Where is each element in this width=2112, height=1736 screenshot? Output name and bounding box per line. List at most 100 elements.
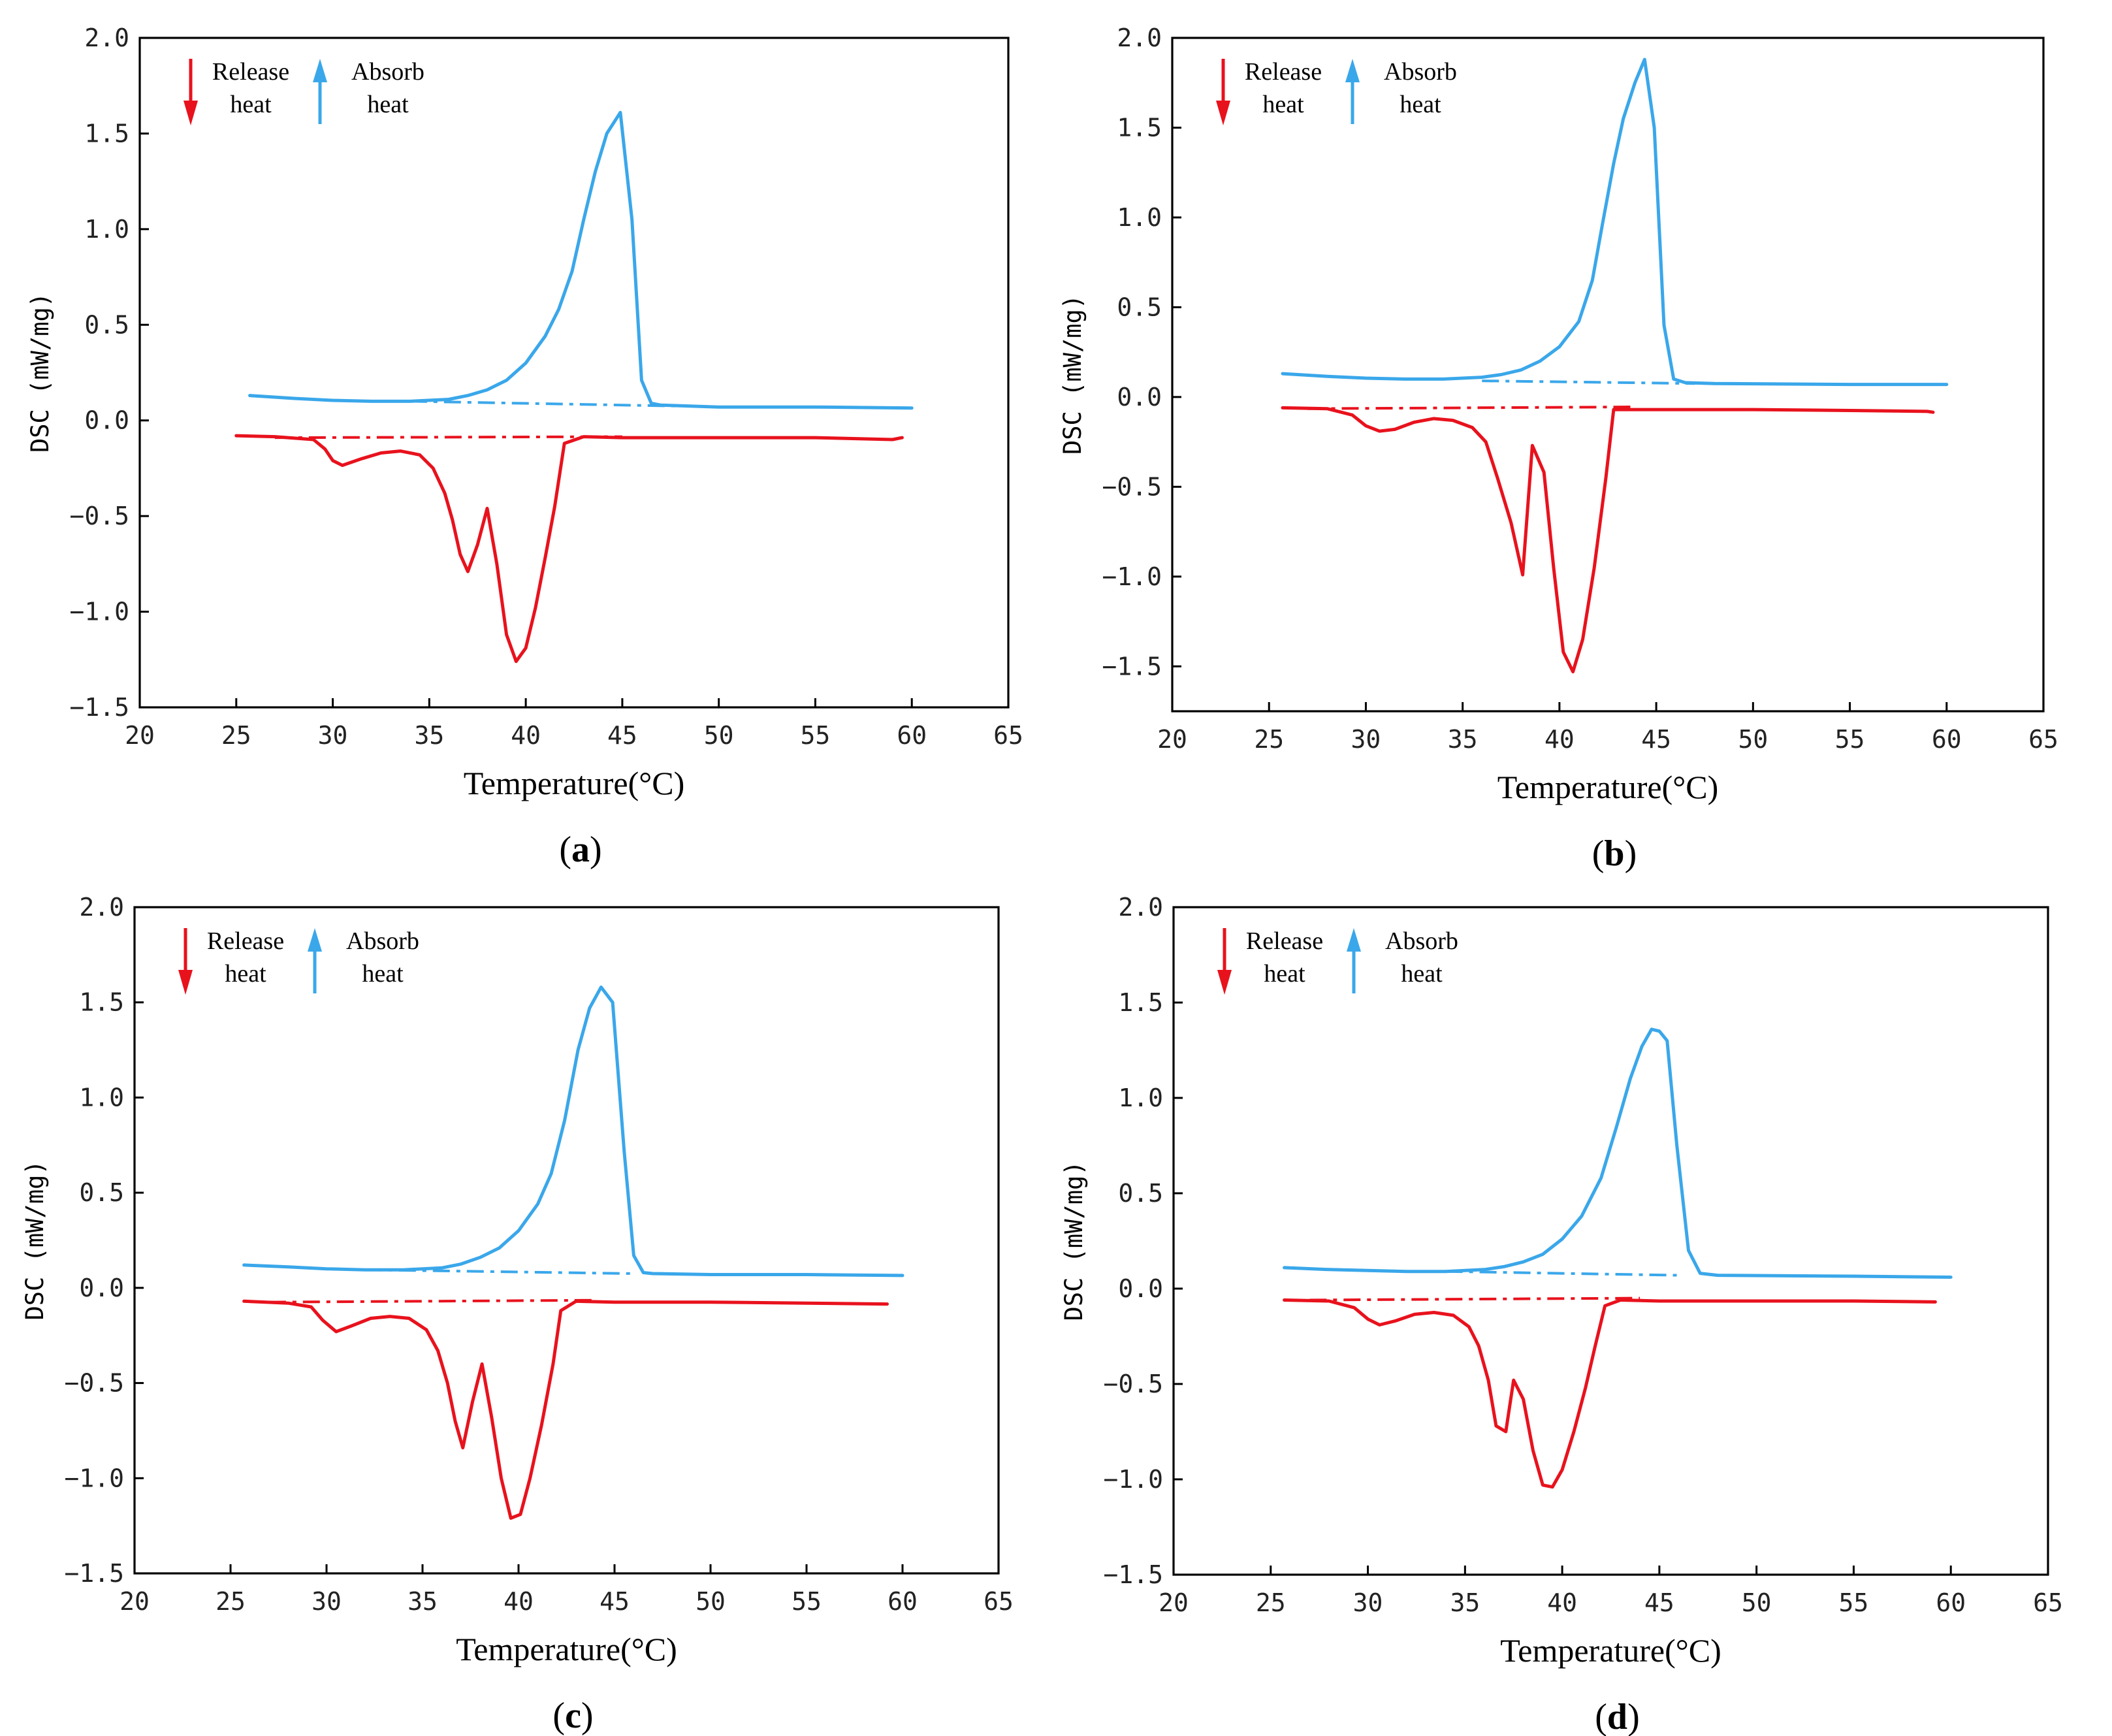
y-tick-label: 0.5 [79, 1178, 124, 1207]
y-tick-label: 0.5 [1118, 1179, 1163, 1208]
chart-panel-a: 20 25 30 35 40 45 50 55 60 65 −1.5 −1.0 −0.5 0.0 0.5 1.… [0, 0, 1056, 870]
y-tick-label: 0.0 [79, 1274, 124, 1302]
y-tick-label: 0.0 [84, 406, 129, 435]
x-tick-label: 25 [1256, 1588, 1286, 1617]
series-release-heat [234, 434, 904, 664]
series-release-heat [242, 1299, 889, 1520]
legend-absorb-label: Absorb [346, 927, 419, 955]
series-absorb-baseline [409, 400, 680, 408]
chart-svg-a: 20 25 30 35 40 45 50 55 60 65 −1.5 −1.0 −0.5 0.0 0.5 1.… [26, 24, 1023, 870]
y-tick-label: −0.5 [64, 1369, 124, 1398]
plot-frame [138, 37, 1010, 709]
x-axis-title: Temperature(°C) [464, 765, 685, 801]
y-tick-label: 0.0 [1118, 1274, 1163, 1303]
x-tick-label: 35 [414, 721, 444, 750]
legend-release-heat: heat [230, 91, 272, 118]
legend-absorb-heat: heat [362, 960, 404, 988]
panel-label: (d) [1595, 1697, 1639, 1736]
x-tick-label: 65 [984, 1587, 1014, 1616]
x-tick-label: 25 [221, 721, 251, 750]
chart-panel-d: 20 25 30 35 40 45 50 55 60 65 −1.5 −1.0 −0.5 0.0 0.5 1.… [1056, 868, 2112, 1736]
x-tick-label: 65 [993, 721, 1023, 750]
y-tick-label: 1.5 [1117, 113, 1162, 142]
x-tick-label: 35 [1448, 725, 1478, 754]
x-tick-label: 60 [888, 1587, 918, 1616]
legend-release-label: Release [1245, 58, 1322, 86]
x-tick-label: 20 [1159, 1588, 1189, 1617]
panel-label-open: ( [552, 1696, 565, 1736]
series-absorb-baseline [1482, 379, 1695, 385]
y-axis-title: DSC (mW/mg) [26, 293, 54, 453]
x-tick-label: 55 [1839, 1588, 1869, 1617]
x-tick-label: 50 [1738, 725, 1768, 754]
x-tick-label: 65 [2033, 1588, 2063, 1617]
x-tick-label: 30 [1351, 725, 1381, 754]
legend-release-heat: heat [1262, 91, 1304, 118]
x-tick-label: 55 [792, 1587, 822, 1616]
x-axis-title: Temperature(°C) [1497, 769, 1719, 805]
series-release-baseline [1307, 406, 1637, 410]
panel-label-open: ( [559, 829, 571, 870]
chart-panel-c: 20 25 30 35 40 45 50 55 60 65 −1.5 −1.0 −0.5 0.0 0.5 1.… [0, 868, 1056, 1736]
y-tick-label: −1.5 [1103, 1560, 1163, 1589]
legend-release-label: Release [207, 927, 284, 955]
x-axis-title: Temperature(°C) [1500, 1632, 1721, 1669]
y-tick-label: 1.0 [1118, 1084, 1163, 1112]
y-axis-title: DSC (mW/mg) [21, 1160, 49, 1320]
x-tick-label: 45 [600, 1587, 630, 1616]
chart-svg-c: 20 25 30 35 40 45 50 55 60 65 −1.5 −1.0 −0.5 0.0 0.5 1.… [21, 893, 1014, 1736]
x-tick-label: 20 [120, 1587, 150, 1616]
legend-release-label: Release [1246, 927, 1323, 955]
y-tick-label: 1.0 [79, 1083, 124, 1112]
x-tick-label: 45 [1644, 1588, 1674, 1617]
plot-frame [133, 906, 1000, 1575]
y-tick-label: 1.0 [1117, 203, 1162, 232]
panel-label: (a) [559, 829, 601, 870]
series-absorb-heat [1283, 1027, 1953, 1279]
x-tick-label: 40 [1547, 1588, 1577, 1617]
x-tick-label: 60 [1936, 1588, 1966, 1617]
legend-release-label: Release [212, 58, 289, 86]
x-tick-label: 40 [511, 721, 541, 750]
chart-panel-b: 20 25 30 35 40 45 50 55 60 65 −1.5 −1.0 −0.5 0.0 0.5 1.… [1056, 0, 2112, 874]
y-tick-label: −1.0 [1103, 1465, 1163, 1494]
series-release-baseline [268, 1298, 596, 1304]
series-absorb-heat [242, 985, 904, 1278]
x-tick-label: 65 [2028, 725, 2058, 754]
y-tick-label: 0.5 [1117, 293, 1162, 321]
series-release-baseline [1309, 1296, 1640, 1302]
y-tick-label: −1.5 [64, 1559, 124, 1588]
release-arrow-down-icon [1217, 970, 1232, 995]
x-tick-label: 50 [704, 721, 734, 750]
absorb-arrow-up-icon [308, 928, 322, 952]
y-tick-label: −1.0 [1102, 562, 1162, 591]
legend-absorb-heat: heat [1401, 960, 1443, 988]
legend-absorb-label: Absorb [1385, 927, 1458, 955]
legend-absorb-label: Absorb [1384, 58, 1457, 86]
plot-frame [1171, 37, 2045, 713]
legend-release-heat: heat [1264, 960, 1305, 988]
x-tick-label: 60 [897, 721, 927, 750]
y-tick-label: 1.5 [1118, 988, 1163, 1017]
y-tick-label: −0.5 [1103, 1370, 1163, 1398]
series-absorb-baseline [364, 1268, 634, 1275]
legend-absorb-heat: heat [367, 91, 409, 118]
x-tick-label: 25 [216, 1587, 246, 1616]
series-release-heat [1281, 406, 1935, 673]
y-tick-label: 2.0 [1118, 893, 1163, 922]
panel-label-close: ) [1625, 833, 1637, 874]
panel-label-close: ) [581, 1696, 594, 1736]
y-tick-label: −1.5 [1102, 652, 1162, 681]
y-axis-title: DSC (mW/mg) [1059, 295, 1087, 455]
legend-absorb-label: Absorb [351, 58, 424, 86]
series-absorb-baseline [1445, 1270, 1679, 1277]
x-tick-label: 50 [1742, 1588, 1772, 1617]
panel-label-letter: d [1607, 1697, 1627, 1736]
x-tick-label: 30 [318, 721, 348, 750]
panel-label-open: ( [1595, 1697, 1607, 1736]
x-axis-title: Temperature(°C) [456, 1631, 677, 1667]
x-tick-label: 25 [1254, 725, 1284, 754]
series-absorb-heat [248, 110, 914, 410]
panel-label-letter: a [571, 829, 590, 870]
y-tick-label: 1.5 [79, 988, 124, 1017]
